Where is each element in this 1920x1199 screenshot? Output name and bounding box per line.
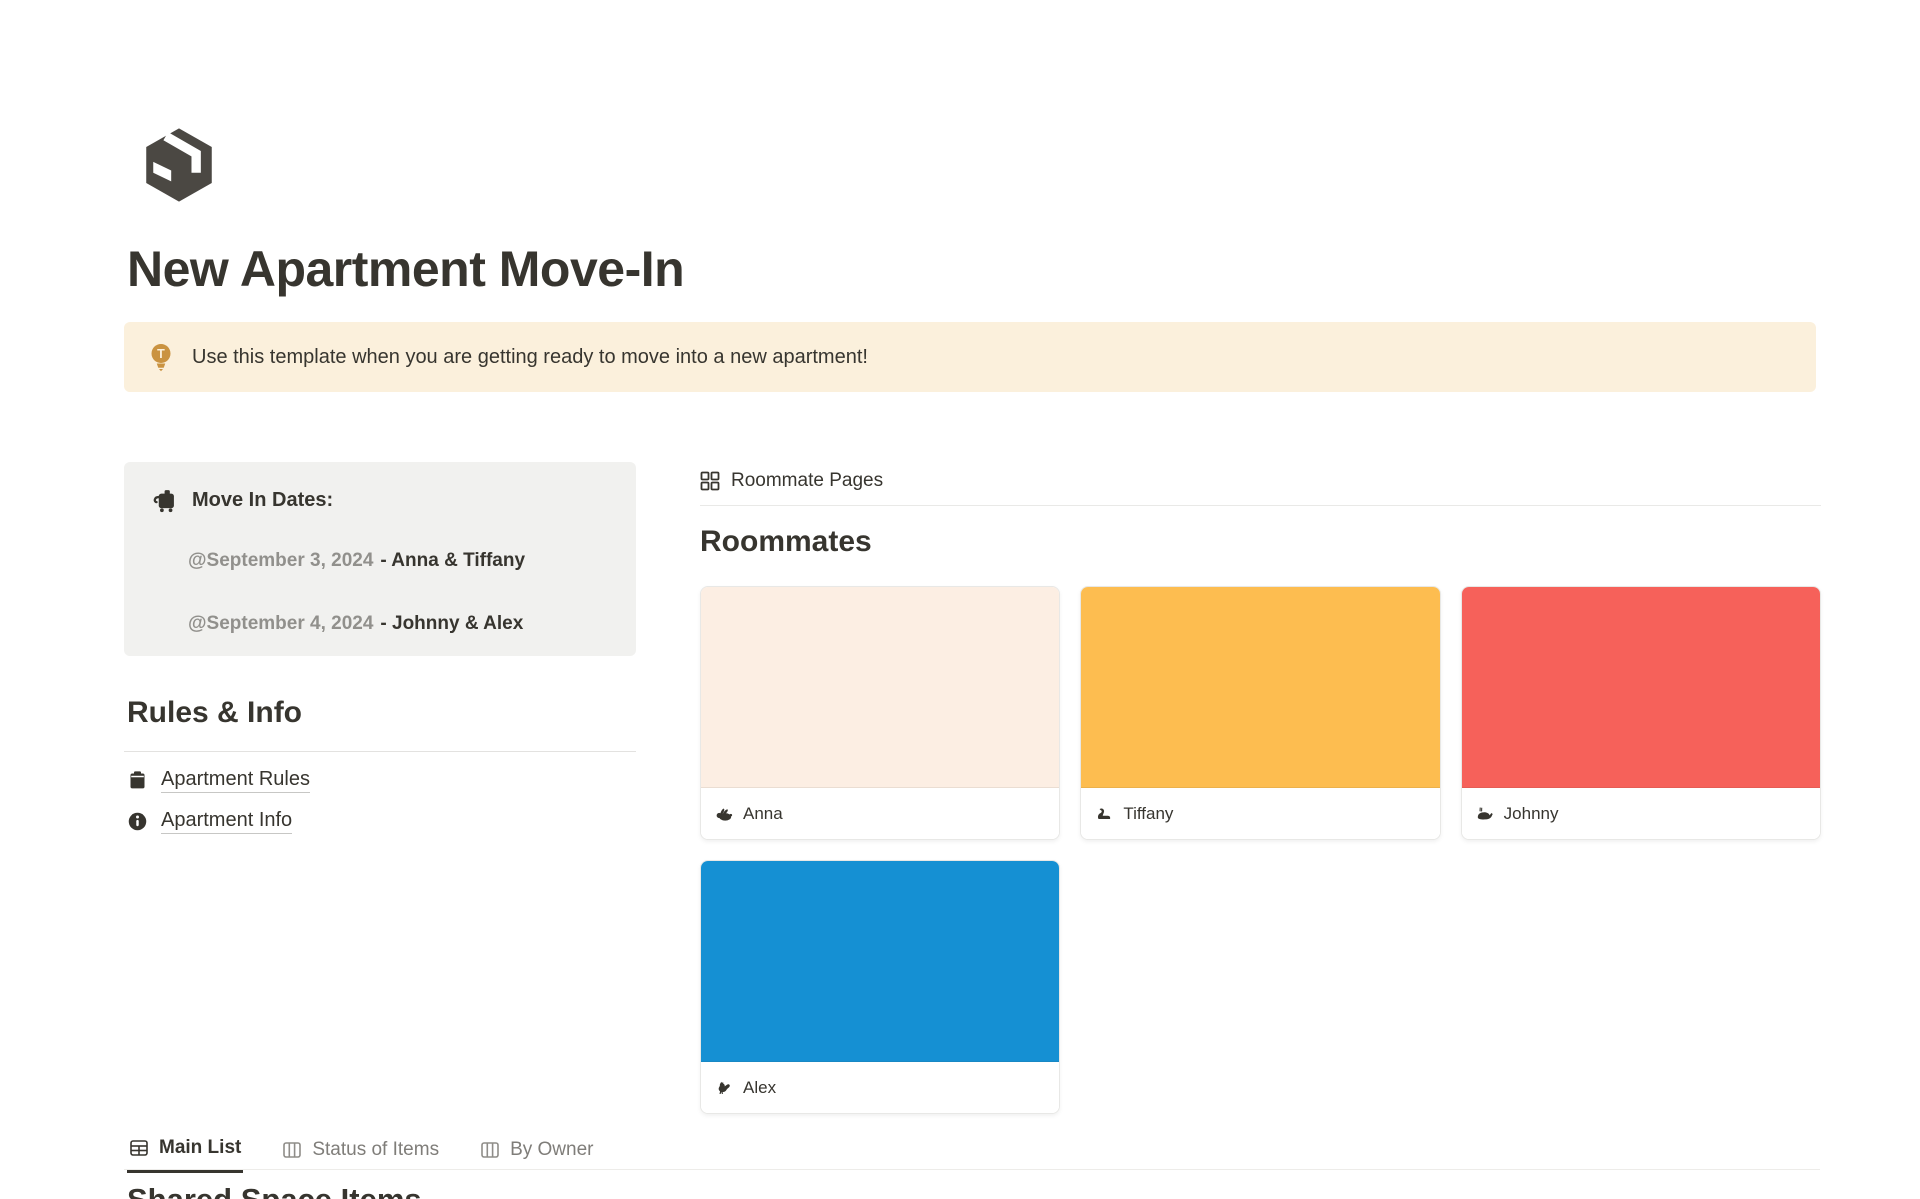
divider: [124, 1169, 1820, 1170]
roommate-names: - Johnny & Alex: [380, 613, 524, 634]
rooster-icon: [718, 1081, 730, 1094]
card-cover: [1461, 587, 1820, 788]
move-in-entry[interactable]: @September 4, 2024 - Johnny & Alex: [188, 611, 610, 637]
clipboard-icon: [130, 771, 145, 789]
card-footer: Alex: [701, 1062, 1060, 1113]
tab-status-of-items[interactable]: Status of Items: [280, 1137, 441, 1173]
roommates-database: Roommate Pages Roommates Anna: [700, 470, 1821, 1114]
roommate-pages-tab-label: Roommate Pages: [731, 470, 884, 491]
tab-label: Status of Items: [312, 1138, 440, 1160]
roommate-names: - Anna & Tiffany: [380, 550, 526, 571]
card-footer: Johnny: [1461, 788, 1820, 839]
rules-info-heading: Rules & Info: [127, 696, 303, 729]
date-mention[interactable]: @September 4, 2024: [188, 613, 374, 634]
gallery-grid-icon: [700, 471, 720, 491]
svg-text:T: T: [157, 347, 165, 361]
roommate-card-anna[interactable]: Anna: [700, 586, 1061, 840]
roommate-card-alex[interactable]: Alex: [700, 860, 1061, 1114]
tab-label: Main List: [159, 1137, 242, 1158]
roommates-view-title: Roommates: [700, 525, 872, 558]
date-mention[interactable]: @September 3, 2024: [188, 550, 374, 571]
swan-icon: [1098, 807, 1111, 819]
rabbit-icon: [716, 808, 733, 821]
card-name: Johnny: [1503, 803, 1559, 823]
move-in-dates-box: Move In Dates: @September 3, 2024 - Anna …: [124, 462, 636, 656]
roommate-pages-tab[interactable]: Roommate Pages: [700, 470, 883, 505]
whale-icon: [1477, 806, 1493, 819]
roommate-card-tiffany[interactable]: Tiffany: [1080, 586, 1441, 840]
move-in-dates-title: Move In Dates:: [192, 488, 334, 511]
page-title: New Apartment Move-In: [127, 241, 685, 297]
apartment-info-label: Apartment Info: [161, 809, 293, 834]
card-name: Alex: [743, 1077, 777, 1097]
apartment-info-link[interactable]: Apartment Info: [127, 809, 293, 834]
card-footer: Tiffany: [1081, 788, 1440, 839]
callout-text: Use this template when you are getting r…: [192, 345, 868, 368]
card-footer: Anna: [701, 788, 1060, 839]
table-icon: [130, 1140, 148, 1156]
template-callout: T Use this template when you are getting…: [124, 322, 1816, 392]
package-box-icon[interactable]: [140, 126, 218, 204]
move-in-dates-header: Move In Dates:: [150, 486, 610, 514]
card-cover: [701, 587, 1060, 788]
roommate-card-johnny[interactable]: Johnny: [1460, 586, 1821, 840]
luggage-icon: [153, 490, 174, 513]
divider: [124, 751, 636, 752]
shared-space-items-heading: Shared Space Items: [127, 1182, 422, 1199]
divider: [700, 505, 1821, 506]
board-icon: [481, 1141, 499, 1158]
lightbulb-icon: T: [151, 344, 171, 372]
card-name: Anna: [743, 803, 783, 823]
roommates-gallery: Anna Tiffany: [700, 586, 1821, 1114]
apartment-rules-label: Apartment Rules: [161, 768, 310, 793]
info-icon: [128, 812, 147, 831]
tab-by-owner[interactable]: By Owner: [478, 1137, 595, 1173]
card-name: Tiffany: [1123, 803, 1174, 823]
tab-main-list[interactable]: Main List: [127, 1137, 244, 1173]
shared-items-view-tabs: Main List Status of Items By Owner: [127, 1137, 596, 1173]
board-icon: [283, 1141, 302, 1158]
card-cover: [1081, 587, 1440, 788]
tab-label: By Owner: [510, 1138, 594, 1160]
card-cover: [701, 861, 1060, 1062]
move-in-entry[interactable]: @September 3, 2024 - Anna & Tiffany: [188, 548, 610, 574]
apartment-rules-link[interactable]: Apartment Rules: [127, 768, 310, 793]
